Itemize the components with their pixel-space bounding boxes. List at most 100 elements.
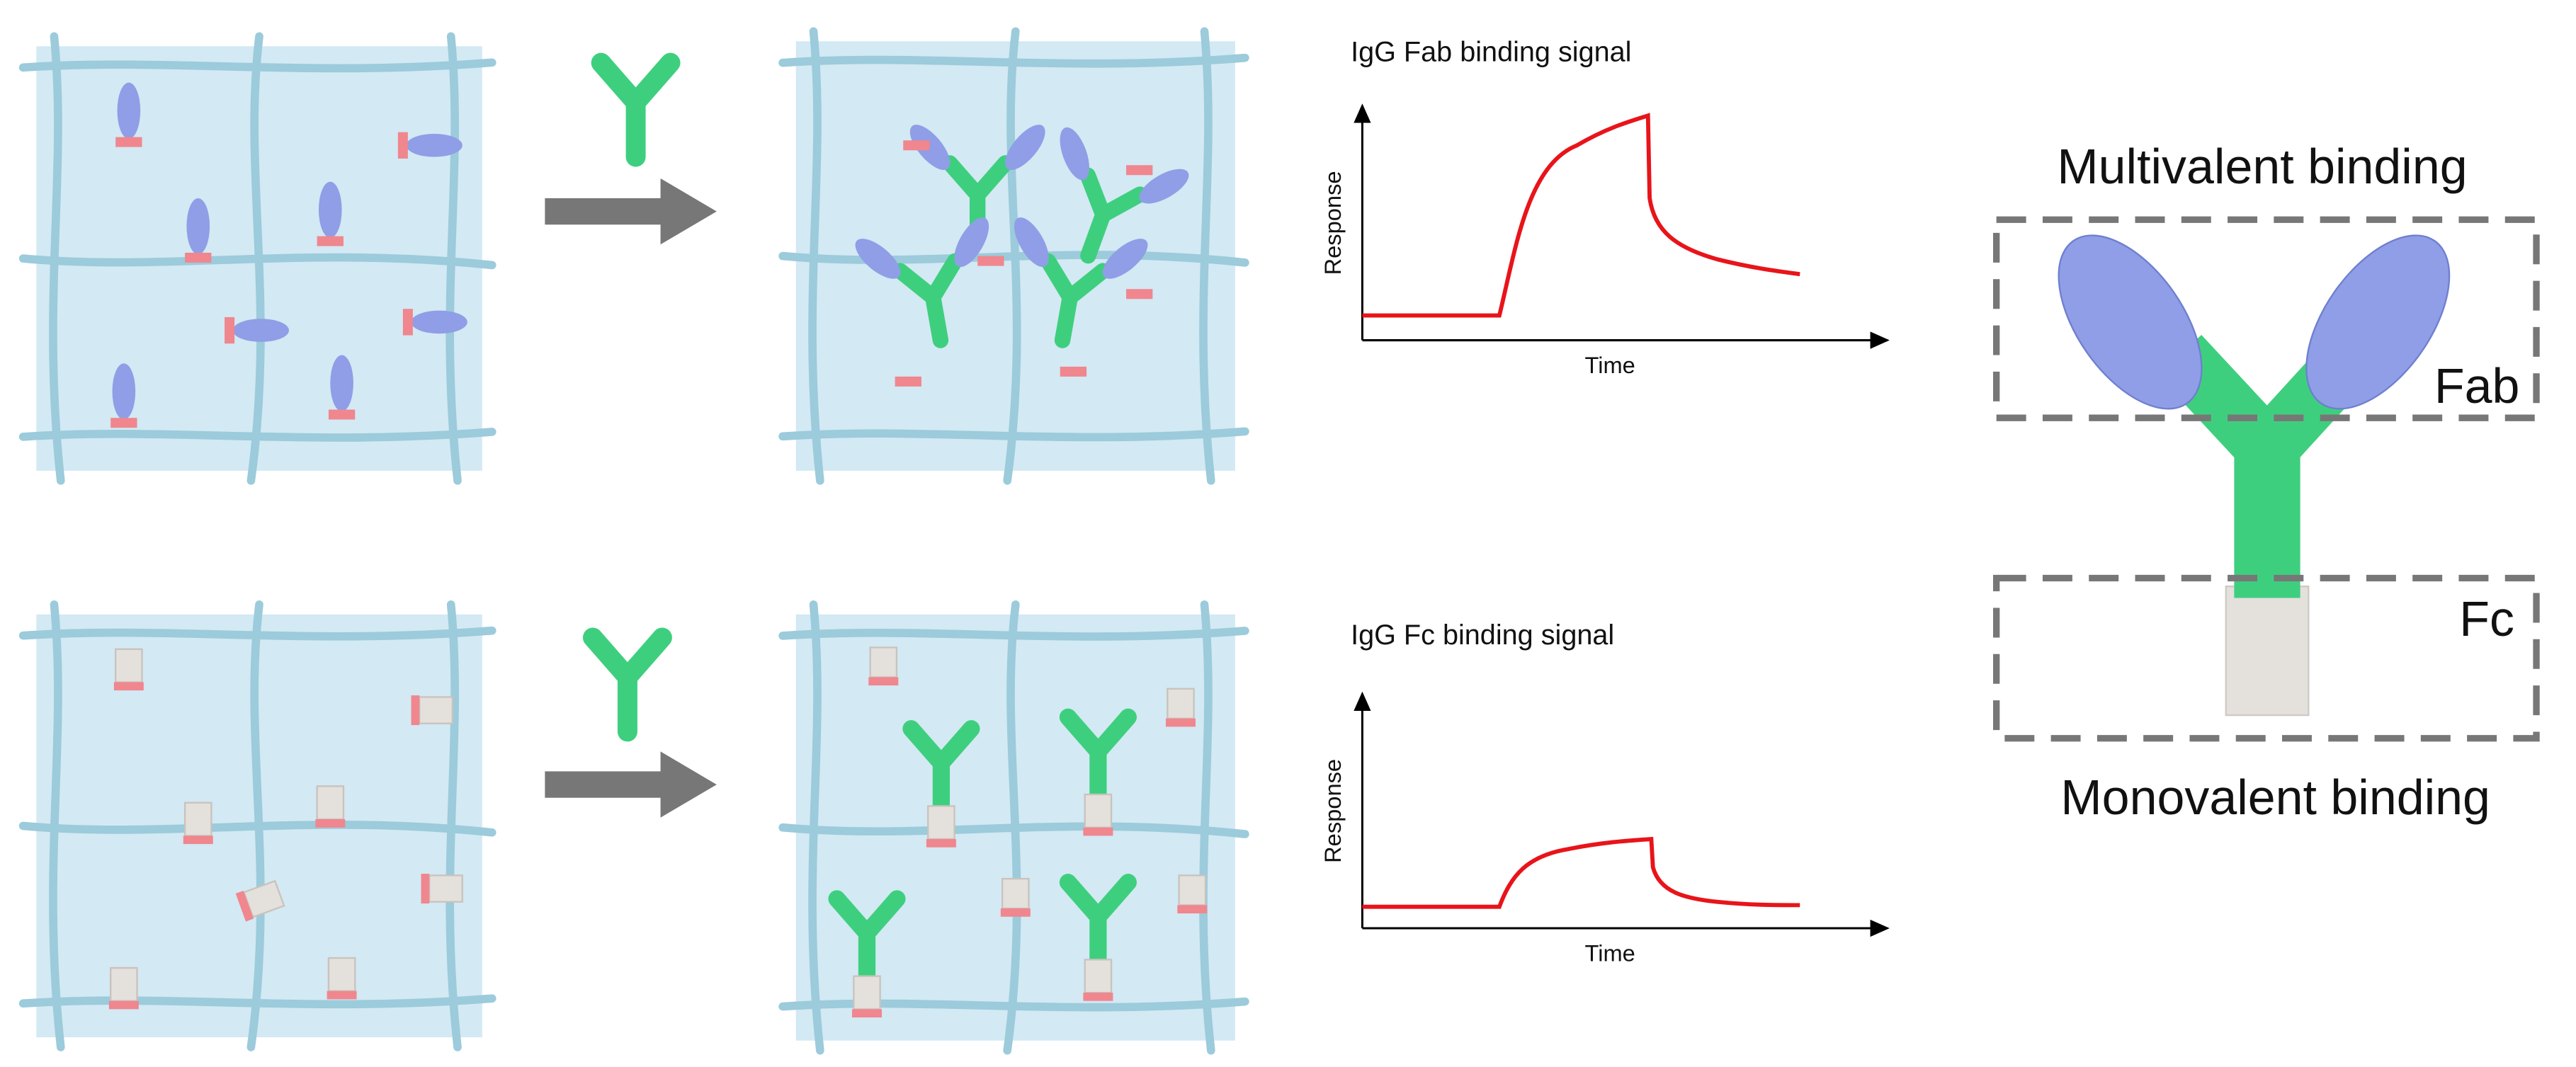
fab-plot: IgG Fab binding signal Response Time (1320, 36, 1890, 378)
anchor (183, 835, 213, 845)
anchor (1060, 366, 1087, 377)
anchor (926, 839, 956, 848)
gel-strand (778, 822, 1249, 838)
antigen-body (1060, 127, 1089, 181)
antigen-body (406, 133, 463, 157)
receptor (235, 879, 285, 922)
anchor (397, 132, 408, 159)
receptor-body (1167, 687, 1195, 719)
receptor (327, 957, 357, 1000)
antibody (1060, 127, 1189, 264)
bottom-label: Monovalent binding (2060, 770, 2490, 825)
anchor (110, 418, 137, 428)
antibody-icons (582, 52, 681, 742)
antigen-body (232, 319, 289, 342)
gel-strand (18, 58, 497, 73)
receptor-body (1084, 959, 1113, 994)
anchor (1177, 905, 1208, 914)
x-axis-label: Time (1584, 352, 1635, 378)
antibody-body (828, 890, 906, 989)
antigen-body (330, 355, 353, 411)
gel-strand (18, 253, 497, 270)
antigen (328, 355, 356, 420)
antibody-diagram: Multivalent binding Fab Fc Monovalent bi… (1993, 139, 2540, 825)
gel-strand (1199, 600, 1215, 1055)
antigen-body (954, 217, 989, 268)
gel (778, 27, 1249, 485)
antigen (402, 309, 467, 336)
receptor-body (869, 646, 898, 678)
reaction-arrow (545, 178, 717, 245)
receptor-body (110, 966, 138, 1002)
antibody (1059, 708, 1137, 808)
receptor-body (1084, 793, 1113, 828)
antigen-body (186, 198, 210, 255)
plot-title: IgG Fab binding signal (1351, 36, 1631, 67)
gel (778, 600, 1249, 1055)
anchor (1126, 289, 1153, 299)
gel-strand (778, 427, 1249, 442)
fc-plot: IgG Fc binding signal Response Time (1320, 620, 1890, 966)
gel-strand (778, 627, 1249, 641)
anchor (1083, 827, 1113, 836)
antigen (115, 82, 142, 147)
anchor (852, 1009, 882, 1018)
anchor (327, 991, 357, 1000)
anchor (185, 252, 212, 263)
receptor-body (316, 785, 345, 821)
antigen-body (1014, 217, 1049, 268)
antigen-body (1139, 169, 1189, 204)
anchor (411, 695, 420, 726)
gel-strand (778, 997, 1249, 1012)
receptor (421, 874, 463, 904)
anchor (1000, 908, 1031, 917)
anchor (402, 309, 413, 336)
receptor (183, 801, 213, 845)
signal-curve (1362, 836, 1800, 909)
antibody (828, 890, 906, 989)
antibody (591, 52, 681, 167)
reaction-arrow (545, 751, 717, 818)
gel-strand (18, 994, 497, 1009)
anchor (977, 256, 1004, 266)
gel-strand (808, 27, 824, 485)
antigen-body (318, 181, 342, 238)
fc-label: Fc (2459, 591, 2514, 646)
fc-box (1993, 574, 2540, 742)
antigen-body (1102, 239, 1148, 279)
anchor (225, 316, 235, 344)
receptor (108, 966, 139, 1010)
antigen-body (117, 82, 141, 139)
gel (18, 32, 497, 485)
fc-stem (2225, 585, 2310, 717)
antibody-body (1059, 708, 1137, 808)
antibody (902, 720, 980, 819)
receptor (113, 648, 144, 691)
gel-strand (49, 600, 65, 1051)
antigen (397, 132, 463, 159)
gel-strand (49, 32, 65, 485)
anchor (1083, 993, 1113, 1001)
anchor (903, 140, 930, 151)
signal-curve (1362, 113, 1800, 318)
receptor-body (1178, 874, 1207, 906)
anchor (328, 409, 356, 420)
antigen-body (855, 239, 901, 279)
x-axis-label: Time (1584, 940, 1635, 966)
anchor (421, 874, 430, 904)
gel-strand (1003, 600, 1021, 1055)
antigen-body (909, 125, 951, 170)
antibody (1059, 874, 1137, 973)
antibody (855, 217, 989, 348)
anchor (113, 682, 144, 691)
receptor-body (429, 874, 463, 903)
fab-arm (2058, 234, 2203, 410)
anchor (315, 819, 346, 828)
antibody (1014, 217, 1148, 348)
fab-arm (2305, 234, 2451, 410)
anchor (868, 677, 899, 686)
antigen (110, 363, 137, 428)
fab-label: Fab (2434, 358, 2520, 413)
top-label: Multivalent binding (2057, 139, 2467, 194)
